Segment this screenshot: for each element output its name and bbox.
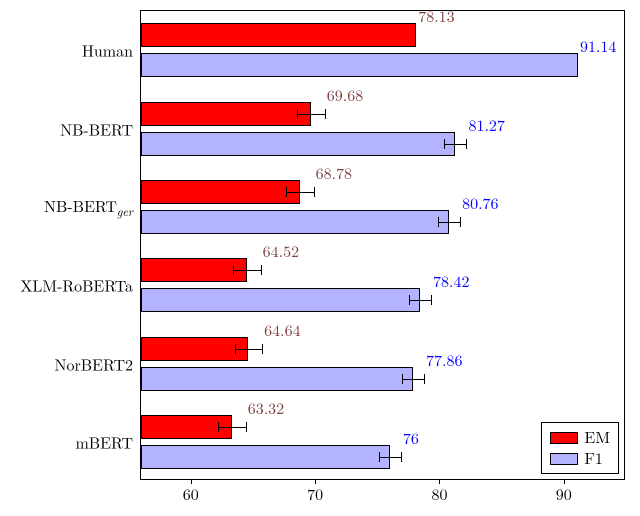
legend-row: F1 — [550, 448, 610, 469]
bar-em — [141, 258, 247, 282]
x-tick-label: 60 — [183, 482, 199, 505]
error-cap — [438, 217, 439, 227]
plot-area: 60708090Human78.1391.14NB-BERT69.6881.27… — [140, 10, 625, 480]
bar-em — [141, 337, 248, 361]
error-bar — [286, 192, 313, 193]
bar-f1 — [141, 367, 413, 391]
category-label: Human — [82, 39, 141, 62]
error-bar — [233, 270, 260, 271]
bar-em — [141, 102, 311, 126]
bar-f1 — [141, 132, 455, 156]
bar-f1 — [141, 445, 390, 469]
x-tick-label: 80 — [431, 482, 447, 505]
value-label: 77.86 — [426, 348, 462, 371]
legend-row: EM — [550, 427, 610, 448]
value-label: 78.42 — [433, 269, 469, 292]
error-bar — [438, 222, 460, 223]
bar-em — [141, 180, 300, 204]
value-label: 81.27 — [468, 113, 504, 136]
error-cap — [460, 217, 461, 227]
error-cap — [325, 109, 326, 119]
chart-container: 60 70 80 90 Human 78.13 91.14 NB-BERT 69.68 81.27… — [0, 0, 640, 516]
error-cap — [402, 374, 403, 384]
error-cap — [262, 344, 263, 354]
error-cap — [297, 109, 298, 119]
error-bar — [379, 457, 401, 458]
value-label: 76 — [403, 426, 419, 449]
error-cap — [401, 452, 402, 462]
x-tick-label: 90 — [556, 482, 572, 505]
error-cap — [261, 265, 262, 275]
legend: EMF1 — [541, 422, 619, 474]
error-cap — [218, 422, 219, 432]
error-cap — [424, 374, 425, 384]
bar-f1 — [141, 210, 449, 234]
error-cap — [431, 295, 432, 305]
error-bar — [409, 300, 431, 301]
legend-label: EM — [584, 427, 610, 448]
error-cap — [233, 265, 234, 275]
x-tick-label: 70 — [307, 482, 323, 505]
value-label: 63.32 — [248, 396, 284, 419]
error-bar — [235, 349, 262, 350]
error-bar — [218, 427, 245, 428]
value-label: 68.78 — [316, 161, 352, 184]
value-label: 80.76 — [462, 191, 498, 214]
category-label: NB-BERT — [60, 117, 141, 140]
bar-f1 — [141, 53, 578, 77]
value-label: 64.64 — [264, 318, 300, 341]
error-bar — [297, 114, 324, 115]
error-bar — [444, 144, 466, 145]
error-cap — [466, 139, 467, 149]
error-cap — [235, 344, 236, 354]
value-label: 64.52 — [263, 239, 299, 262]
error-cap — [314, 187, 315, 197]
value-label: 78.13 — [418, 4, 454, 27]
bar-f1 — [141, 288, 420, 312]
error-cap — [409, 295, 410, 305]
error-cap — [379, 452, 380, 462]
error-bar — [402, 379, 424, 380]
legend-swatch — [550, 432, 578, 444]
error-cap — [246, 422, 247, 432]
category-label: NorBERT2 — [55, 352, 142, 375]
bar-em — [141, 23, 416, 47]
category-label: XLM-RoBERTa — [20, 274, 141, 297]
legend-label: F1 — [584, 448, 602, 469]
error-cap — [444, 139, 445, 149]
category-label: mBERT — [75, 430, 141, 453]
category-label: NB-BERTger — [44, 194, 141, 220]
value-label: 69.68 — [327, 83, 363, 106]
value-label: 91.14 — [580, 34, 616, 57]
legend-swatch — [550, 453, 578, 465]
error-cap — [286, 187, 287, 197]
